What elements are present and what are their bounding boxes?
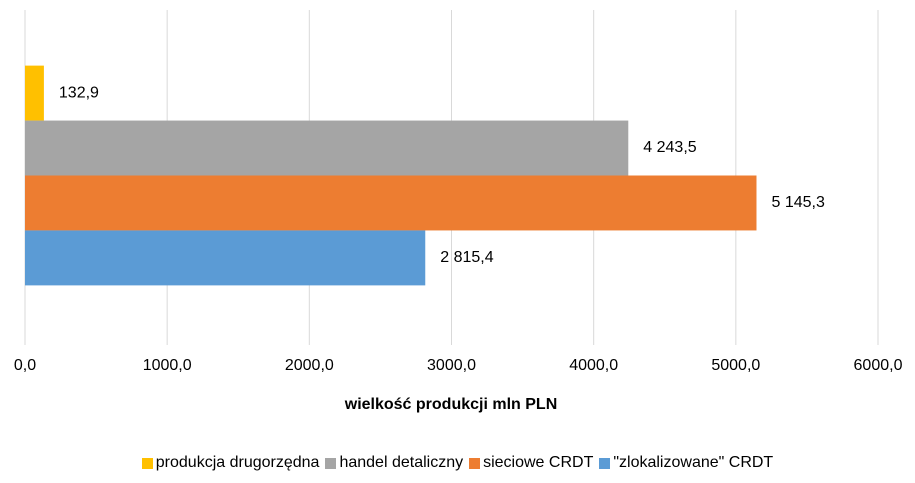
legend-label: produkcja drugorzędna [155, 454, 320, 471]
chart: wielkość produkcji mln PLN 0,0 1000,0 2000… [14, 10, 903, 413]
legend-item: sieciowe CRDT [469, 454, 593, 472]
legend-item: produkcja drugorzędna [141, 454, 320, 472]
data-label: 132,9 [59, 84, 99, 101]
bar [25, 230, 426, 286]
x-tick-label: 0,0 [14, 357, 36, 374]
legend-label: sieciowe CRDT [483, 454, 594, 471]
x-tick-label: 1000,0 [143, 357, 192, 374]
legend: produkcja drugorzędna handel detaliczny si… [0, 454, 915, 472]
legend-item: "zlokalizowane" CRDT [599, 454, 773, 472]
x-axis-title: wielkość produkcji mln PLN [344, 396, 558, 413]
x-tick-label: 3000,0 [427, 357, 476, 374]
data-label: 2 815,4 [440, 249, 493, 266]
legend-label: handel detaliczny [339, 454, 464, 471]
x-tick-label: 5000,0 [711, 357, 760, 374]
legend-swatch [469, 457, 481, 469]
bar [25, 120, 629, 176]
bar [25, 65, 44, 121]
legend-item: handel detaliczny [325, 454, 463, 472]
legend-swatch [599, 457, 611, 469]
x-tick-label: 4000,0 [569, 357, 618, 374]
x-tick-label: 6000,0 [854, 357, 903, 374]
legend-swatch [325, 457, 337, 469]
legend-label: "zlokalizowane" CRDT [613, 454, 774, 471]
data-label: 4 243,5 [643, 139, 696, 156]
x-tick-label: 2000,0 [285, 357, 334, 374]
legend-swatch [141, 457, 153, 469]
bar [25, 175, 757, 231]
data-label: 5 145,3 [771, 194, 824, 211]
